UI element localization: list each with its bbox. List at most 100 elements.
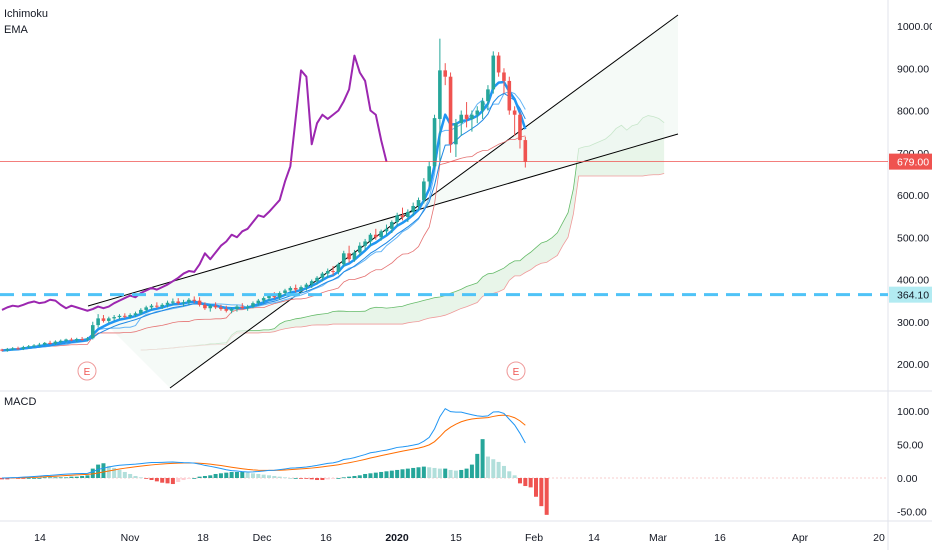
candle[interactable]: [101, 314, 106, 323]
candle[interactable]: [443, 63, 448, 86]
candle[interactable]: [10, 347, 15, 351]
candle[interactable]: [325, 268, 330, 278]
candle[interactable]: [368, 233, 373, 246]
candle[interactable]: [464, 102, 469, 128]
candle[interactable]: [293, 284, 298, 293]
earnings-marker[interactable]: E: [77, 361, 97, 381]
candle[interactable]: [502, 68, 506, 94]
candle[interactable]: [64, 338, 68, 343]
candle[interactable]: [245, 304, 250, 311]
candle[interactable]: [107, 316, 111, 324]
candle[interactable]: [149, 304, 154, 310]
candle[interactable]: [320, 271, 325, 282]
candle[interactable]: [144, 305, 148, 313]
candle[interactable]: [518, 112, 522, 149]
candle[interactable]: [459, 110, 464, 136]
candle[interactable]: [384, 224, 389, 236]
candle[interactable]: [74, 337, 79, 343]
candle[interactable]: [331, 265, 335, 276]
candle[interactable]: [496, 52, 501, 77]
candle[interactable]: [203, 302, 207, 310]
candle[interactable]: [427, 161, 431, 187]
candle[interactable]: [454, 118, 458, 157]
candle[interactable]: [283, 288, 287, 296]
candle[interactable]: [507, 76, 512, 115]
candle[interactable]: [475, 106, 480, 124]
candle[interactable]: [117, 314, 122, 320]
candle[interactable]: [438, 38, 442, 162]
candle[interactable]: [187, 298, 191, 305]
candle[interactable]: [512, 106, 517, 136]
candle[interactable]: [181, 299, 186, 307]
candle[interactable]: [235, 304, 239, 312]
candle[interactable]: [315, 276, 319, 285]
candle[interactable]: [491, 51, 496, 94]
candle[interactable]: [155, 302, 159, 309]
candle[interactable]: [352, 249, 357, 262]
candle[interactable]: [16, 346, 20, 350]
candle[interactable]: [304, 282, 309, 291]
candle[interactable]: [411, 202, 415, 217]
candle[interactable]: [480, 97, 485, 119]
candle[interactable]: [390, 220, 394, 234]
candle[interactable]: [277, 291, 282, 300]
candle[interactable]: [192, 296, 197, 304]
candle[interactable]: [400, 207, 405, 221]
candle[interactable]: [90, 321, 95, 340]
candle[interactable]: [37, 342, 42, 347]
candle[interactable]: [299, 285, 303, 294]
candle[interactable]: [208, 304, 213, 312]
candle[interactable]: [240, 303, 245, 310]
candle[interactable]: [406, 209, 410, 223]
candle[interactable]: [32, 344, 36, 348]
candle[interactable]: [21, 345, 26, 351]
candle[interactable]: [80, 336, 84, 341]
candle[interactable]: [432, 114, 437, 170]
candle[interactable]: [224, 305, 229, 313]
candle[interactable]: [197, 297, 202, 307]
candle[interactable]: [58, 339, 63, 344]
candle[interactable]: [213, 302, 218, 310]
candle[interactable]: [171, 298, 175, 306]
candle[interactable]: [123, 313, 127, 319]
candle[interactable]: [363, 238, 367, 250]
candle[interactable]: [112, 314, 116, 321]
candle[interactable]: [288, 286, 293, 294]
candle[interactable]: [448, 72, 453, 153]
candle[interactable]: [229, 307, 234, 314]
candle[interactable]: [251, 301, 255, 309]
candle[interactable]: [395, 212, 399, 227]
candle[interactable]: [347, 245, 351, 263]
candle[interactable]: [53, 340, 58, 345]
candle[interactable]: [422, 178, 426, 204]
candle[interactable]: [69, 337, 74, 342]
candle[interactable]: [374, 228, 378, 240]
candle[interactable]: [165, 300, 170, 308]
candle[interactable]: [219, 304, 223, 311]
candle[interactable]: [128, 313, 132, 319]
candle[interactable]: [309, 279, 314, 288]
candle[interactable]: [0, 348, 4, 352]
earnings-marker[interactable]: E: [506, 361, 526, 381]
channel-upper-line[interactable]: [87, 133, 679, 307]
candle[interactable]: [341, 250, 346, 267]
candle[interactable]: [256, 298, 261, 306]
candle[interactable]: [139, 308, 143, 315]
candle[interactable]: [160, 303, 164, 310]
candle[interactable]: [416, 197, 421, 211]
candle[interactable]: [96, 314, 100, 328]
candle[interactable]: [470, 110, 474, 132]
candle[interactable]: [357, 242, 362, 256]
candle[interactable]: [48, 340, 52, 345]
candle[interactable]: [379, 229, 383, 241]
candle[interactable]: [261, 296, 266, 304]
candle[interactable]: [85, 336, 90, 342]
candle[interactable]: [176, 298, 181, 305]
candle[interactable]: [486, 85, 490, 111]
candle[interactable]: [133, 311, 138, 318]
candle[interactable]: [26, 344, 31, 349]
candle[interactable]: [42, 342, 47, 346]
candle[interactable]: [523, 136, 528, 168]
candle[interactable]: [336, 262, 341, 275]
candle[interactable]: [5, 347, 10, 352]
